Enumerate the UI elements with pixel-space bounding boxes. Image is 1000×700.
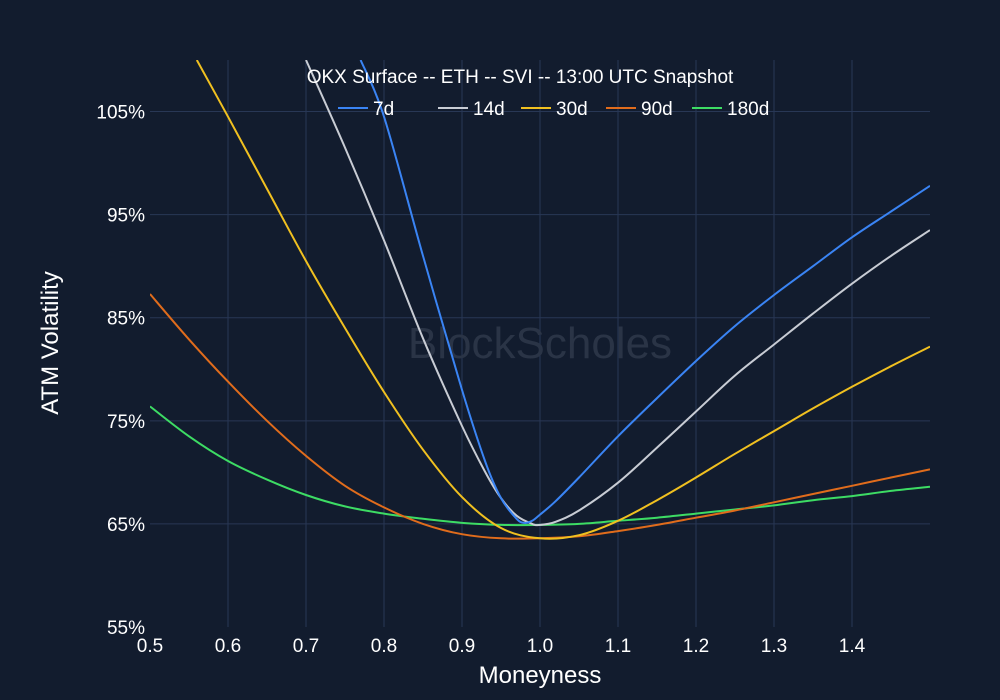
y-tick-label: 85%	[107, 309, 145, 330]
series-line-7d	[359, 60, 930, 524]
x-tick-label: 0.6	[215, 636, 241, 657]
x-tick-label: 1.4	[839, 636, 866, 657]
x-tick-label: 1.3	[761, 636, 787, 657]
x-tick-label: 0.7	[293, 636, 319, 657]
y-tick-label: 105%	[96, 103, 145, 124]
x-axis-ticks: 0.5 0.6 0.7 0.8 0.9 1.0 1.1 1.2 1.3 1.4	[137, 636, 866, 657]
x-tick-label: 1.1	[605, 636, 631, 657]
legend-label: 7d	[373, 99, 394, 120]
x-tick-label: 1.2	[683, 636, 709, 657]
legend-item-180d[interactable]: 180d	[692, 99, 769, 120]
x-tick-label: 0.9	[449, 636, 475, 657]
legend-label: 90d	[641, 99, 673, 120]
series-line-14d	[305, 60, 930, 527]
legend-label: 14d	[473, 99, 505, 120]
y-axis-ticks: 55% 65% 75% 85% 95% 105%	[96, 103, 145, 639]
y-tick-label: 95%	[107, 206, 145, 227]
series-lines	[150, 60, 930, 540]
chart-title: OKX Surface -- ETH -- SVI -- 13:00 UTC S…	[307, 67, 734, 88]
x-axis-title: Moneyness	[479, 662, 602, 689]
legend-item-7d[interactable]: 7d	[338, 99, 394, 120]
legend-item-30d[interactable]: 30d	[521, 99, 588, 120]
legend: 7d 14d 30d 90d 180d	[338, 99, 769, 120]
legend-item-14d[interactable]: 14d	[438, 99, 505, 120]
series-line-30d	[195, 60, 930, 540]
x-tick-label: 0.5	[137, 636, 163, 657]
y-tick-label: 75%	[107, 412, 145, 433]
x-tick-label: 1.0	[527, 636, 553, 657]
watermark-text: BlockScholes	[408, 319, 672, 368]
legend-item-90d[interactable]: 90d	[606, 99, 673, 120]
y-tick-label: 55%	[107, 618, 145, 639]
x-tick-label: 0.8	[371, 636, 397, 657]
legend-label: 30d	[556, 99, 588, 120]
y-tick-label: 65%	[107, 515, 145, 536]
y-axis-title: ATM Volatility	[37, 271, 64, 415]
legend-label: 180d	[727, 99, 769, 120]
